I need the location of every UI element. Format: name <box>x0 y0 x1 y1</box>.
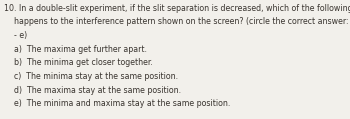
Text: e)  The minima and maxima stay at the same position.: e) The minima and maxima stay at the sam… <box>4 99 231 108</box>
Text: b)  The minima get closer together.: b) The minima get closer together. <box>4 58 153 67</box>
Text: 10. In a double-slit experiment, if the slit separation is decreased, which of t: 10. In a double-slit experiment, if the … <box>4 4 350 13</box>
Text: happens to the interference pattern shown on the screen? (circle the correct ans: happens to the interference pattern show… <box>4 17 350 26</box>
Text: d)  The maxima stay at the same position.: d) The maxima stay at the same position. <box>4 86 181 95</box>
Text: c)  The minima stay at the same position.: c) The minima stay at the same position. <box>4 72 178 81</box>
Text: a)  The maxima get further apart.: a) The maxima get further apart. <box>4 45 147 54</box>
Text: - e): - e) <box>4 31 27 40</box>
